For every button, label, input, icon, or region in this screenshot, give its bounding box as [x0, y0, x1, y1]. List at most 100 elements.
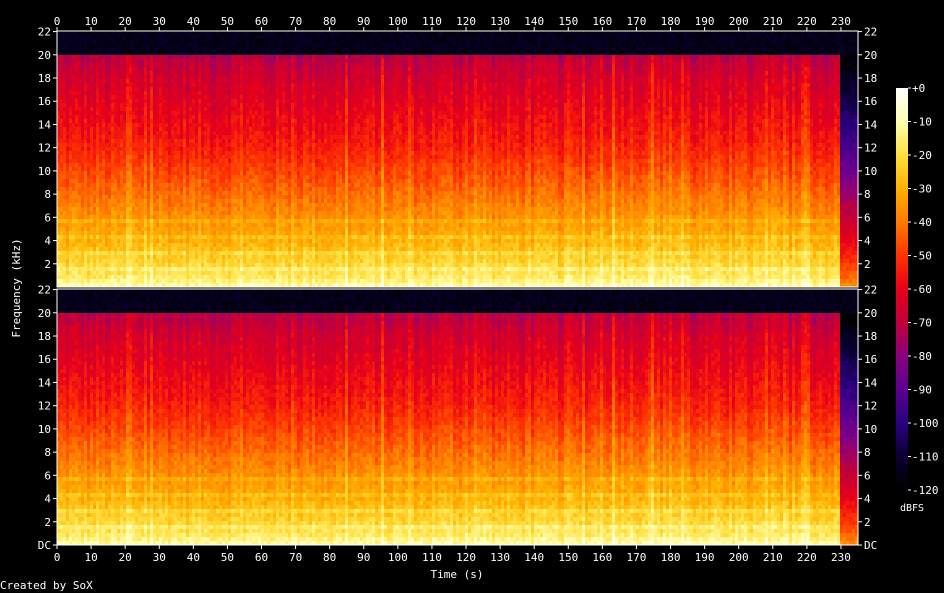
spectro-cell: [285, 75, 288, 79]
spectro-cell: [285, 171, 288, 175]
spectro-cell: [174, 223, 177, 227]
spectro-cell: [153, 59, 156, 63]
spectro-cell: [282, 199, 285, 203]
spectro-cell: [270, 179, 273, 183]
spectro-cell: [180, 179, 183, 183]
spectro-cell: [78, 159, 81, 163]
spectro-cell: [132, 131, 135, 135]
spectro-cell: [219, 91, 222, 95]
spectro-cell: [249, 219, 252, 223]
spectro-cell: [138, 283, 141, 287]
spectro-cell: [219, 63, 222, 67]
spectro-cell: [90, 119, 93, 123]
spectro-cell: [72, 195, 75, 199]
spectro-cell: [72, 263, 75, 267]
spectro-cell: [285, 87, 288, 91]
spectro-cell: [153, 223, 156, 227]
spectro-cell: [150, 55, 153, 59]
spectro-cell: [156, 83, 159, 87]
spectro-cell: [144, 131, 147, 135]
spectro-cell: [243, 119, 246, 123]
spectro-cell: [264, 279, 267, 283]
spectro-cell: [87, 259, 90, 263]
spectro-cell: [210, 163, 213, 167]
spectro-cell: [135, 143, 138, 147]
spectro-cell: [72, 283, 75, 287]
spectro-cell: [168, 219, 171, 223]
spectro-cell: [201, 219, 204, 223]
spectro-cell: [180, 223, 183, 227]
spectro-cell: [84, 83, 87, 87]
spectro-cell: [60, 155, 63, 159]
spectro-cell: [180, 159, 183, 163]
spectro-cell: [129, 43, 132, 47]
spectro-cell: [201, 127, 204, 131]
spectro-cell: [93, 275, 96, 279]
spectro-cell: [183, 155, 186, 159]
spectro-cell: [147, 47, 150, 51]
spectro-cell: [138, 95, 141, 99]
spectro-cell: [132, 31, 135, 35]
spectro-cell: [135, 75, 138, 79]
spectro-cell: [171, 275, 174, 279]
spectro-cell: [246, 259, 249, 263]
spectro-cell: [66, 279, 69, 283]
spectro-cell: [234, 283, 237, 287]
spectro-cell: [117, 135, 120, 139]
spectro-cell: [180, 167, 183, 171]
spectro-cell: [111, 31, 114, 35]
spectro-cell: [204, 187, 207, 191]
spectro-cell: [261, 119, 264, 123]
spectro-cell: [105, 143, 108, 147]
spectro-cell: [123, 91, 126, 95]
spectro-cell: [207, 95, 210, 99]
spectro-cell: [123, 151, 126, 155]
spectro-cell: [120, 87, 123, 91]
spectro-cell: [84, 151, 87, 155]
spectro-cell: [249, 127, 252, 131]
spectro-cell: [81, 255, 84, 259]
spectro-cell: [90, 151, 93, 155]
spectro-cell: [174, 183, 177, 187]
spectro-cell: [249, 91, 252, 95]
spectro-cell: [282, 51, 285, 55]
spectro-cell: [99, 139, 102, 143]
spectro-cell: [267, 255, 270, 259]
spectro-cell: [285, 71, 288, 75]
spectro-cell: [231, 159, 234, 163]
spectro-cell: [267, 43, 270, 47]
spectro-cell: [186, 203, 189, 207]
spectro-cell: [69, 267, 72, 271]
spectro-cell: [258, 235, 261, 239]
spectro-cell: [141, 219, 144, 223]
spectro-cell: [66, 159, 69, 163]
spectro-cell: [111, 163, 114, 167]
spectro-cell: [207, 99, 210, 103]
spectro-cell: [75, 215, 78, 219]
spectro-cell: [273, 231, 276, 235]
spectro-cell: [162, 263, 165, 267]
spectro-cell: [69, 143, 72, 147]
spectro-cell: [129, 123, 132, 127]
spectro-cell: [165, 159, 168, 163]
spectro-cell: [195, 175, 198, 179]
spectro-cell: [270, 167, 273, 171]
spectro-cell: [270, 175, 273, 179]
spectro-cell: [183, 279, 186, 283]
spectro-cell: [243, 251, 246, 255]
spectro-cell: [255, 271, 258, 275]
spectro-cell: [75, 111, 78, 115]
spectro-cell: [201, 175, 204, 179]
spectro-cell: [84, 199, 87, 203]
spectro-cell: [270, 263, 273, 267]
spectro-cell: [75, 103, 78, 107]
spectro-cell: [270, 91, 273, 95]
spectro-cell: [75, 79, 78, 83]
spectro-cell: [171, 83, 174, 87]
spectro-cell: [234, 227, 237, 231]
spectro-cell: [234, 111, 237, 115]
spectro-cell: [186, 199, 189, 203]
spectro-cell: [162, 207, 165, 211]
spectro-cell: [171, 251, 174, 255]
spectro-cell: [210, 59, 213, 63]
